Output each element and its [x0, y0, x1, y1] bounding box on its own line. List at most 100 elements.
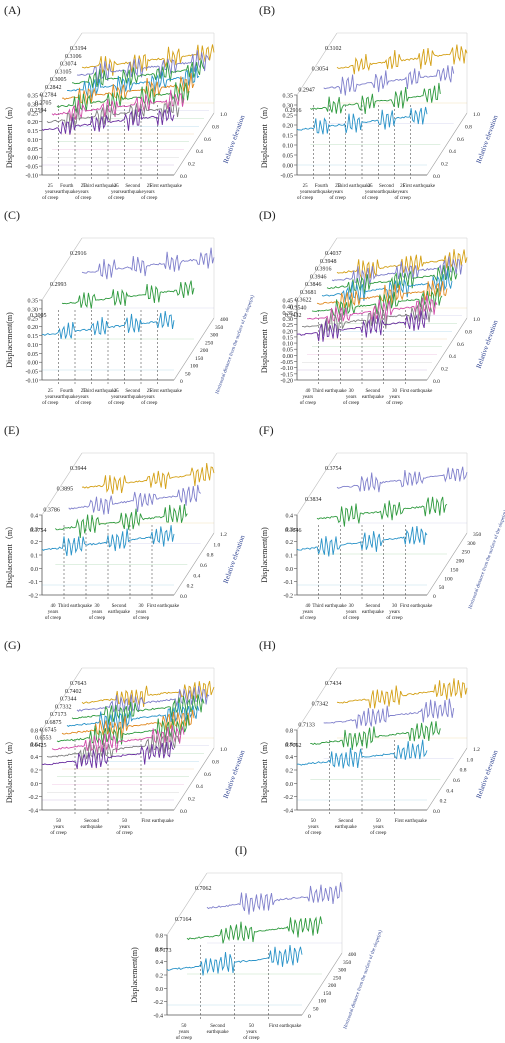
- depth-back-line: [41, 452, 83, 516]
- stage-label: 50 years of creep: [50, 819, 67, 836]
- stage-label-line: of creep: [300, 401, 317, 406]
- stage-label: 50 years of creep: [305, 819, 322, 836]
- stage-label-line: years: [346, 610, 357, 615]
- peak-label: 0.6553: [35, 735, 52, 741]
- stage-label-line: 25: [147, 184, 153, 189]
- stage-label-line: earthquake: [122, 190, 145, 195]
- stage-label-line: 25: [114, 389, 120, 394]
- stage-label-line: First earthquake: [400, 604, 433, 609]
- stage-label-line: of creep: [108, 401, 125, 406]
- y-tick-label: 0.20: [283, 329, 294, 335]
- z-tick-label: 0.8: [465, 329, 472, 335]
- depth-axis-line: [426, 747, 468, 811]
- z-tick-label: 400: [220, 317, 229, 323]
- peak-label: 0.7173: [50, 712, 67, 718]
- series-line: [323, 698, 455, 729]
- peak-label: 0.3105: [55, 69, 72, 75]
- z-tick-label: 0.0: [180, 809, 187, 815]
- stage-label: 25 years of creep: [75, 389, 92, 406]
- peak-label: 0.7062: [285, 743, 302, 749]
- stage-label-line: 50: [311, 819, 317, 824]
- y-tick-label: -0.10: [26, 174, 39, 180]
- stage-label-line: of creep: [42, 196, 59, 201]
- stage-label-line: earthquake: [56, 395, 79, 400]
- series-line: [296, 310, 428, 342]
- y-tick-label: 0.05: [283, 348, 294, 354]
- series-line: [61, 73, 195, 106]
- series-line: [41, 107, 175, 135]
- y-tick-label: -0.4: [154, 1014, 164, 1020]
- y-tick-label: 0.0: [156, 987, 164, 993]
- series-line: [326, 265, 458, 295]
- series-line: [166, 945, 303, 976]
- y-axis-label: Displacement（m）: [5, 737, 14, 803]
- z-tick-label: 1.0: [220, 747, 227, 753]
- stage-label-line: Fourth: [315, 184, 329, 189]
- y-tick-label: 0.6: [286, 742, 294, 748]
- z-tick-label: 0.2: [188, 162, 195, 168]
- stage-label-line: years: [111, 395, 122, 400]
- y-tick-label: 0.30: [283, 317, 294, 323]
- stage-label-line: Third earthquake: [58, 604, 93, 609]
- z-tick-label: 0.6: [457, 342, 464, 348]
- depth-back-line: [296, 667, 338, 731]
- y-tick-label: 0.05: [28, 147, 39, 153]
- peak-label: 0.3074: [60, 62, 77, 68]
- chart-panel-9: (I) 0.8 0.6 0.4 0.2 0.0 -0.2 -0.4 Displacement(m…: [130, 843, 384, 1041]
- stage-label-line: years: [389, 395, 400, 400]
- stage-label-line: of creep: [141, 196, 158, 201]
- y-tick-label: 0.20: [283, 124, 294, 130]
- peak-label: 0.3106: [65, 54, 82, 60]
- stage-label-line: years: [397, 190, 408, 195]
- peak-label: 0.7332: [55, 704, 72, 710]
- stage-label-line: years: [53, 825, 64, 830]
- stage-label: Second earthquake: [375, 184, 398, 195]
- stage-label-line: First earthquake: [150, 184, 183, 189]
- stage-label: Second earthquake: [122, 184, 145, 195]
- stage-label-line: years: [45, 395, 56, 400]
- series-line: [310, 721, 441, 750]
- stage-label-line: First earthquake: [141, 819, 174, 824]
- stage-label-line: of creep: [343, 401, 360, 406]
- depth-axis-line: [173, 317, 215, 381]
- y-tick-label: 0.15: [283, 134, 294, 140]
- peak-label: 0.3916: [315, 267, 332, 273]
- z-axis-label: Relative elevation: [475, 114, 500, 165]
- y-tick-label: 0.4: [286, 514, 294, 520]
- y-tick-label: 0.2: [31, 769, 39, 775]
- depth-back-line: [41, 32, 83, 96]
- peak-label: 0.3846: [305, 282, 322, 288]
- stage-label-line: of creep: [243, 1036, 260, 1041]
- stage-label: 50 years of creep: [176, 1024, 193, 1041]
- z-tick-label: 0.0: [433, 809, 440, 815]
- stage-label-line: years: [45, 190, 56, 195]
- series-line: [336, 249, 468, 279]
- stage-label-line: of creep: [343, 616, 360, 621]
- stage-label: 25 years of creep: [108, 184, 125, 201]
- peak-label: 0.6425: [30, 743, 47, 749]
- z-tick-label: 0.0: [180, 594, 187, 600]
- series-line: [61, 709, 195, 739]
- depth-axis-line: [173, 747, 215, 811]
- stage-label-line: First earthquake: [403, 184, 436, 189]
- panel-label: (E): [4, 423, 19, 437]
- stage-label: First earthquake: [400, 604, 433, 609]
- peak-label: 0.3946: [310, 274, 327, 280]
- stage-label: Second earthquake: [362, 604, 385, 615]
- z-axis-label: Relative elevation: [222, 534, 247, 585]
- series-line: [71, 59, 205, 88]
- peak-label: 0.7643: [70, 681, 87, 687]
- z-tick-label: 0.4: [196, 149, 203, 155]
- series-line: [66, 65, 200, 100]
- stage-label-line: 25: [335, 184, 341, 189]
- y-tick-label: 0.2: [286, 769, 294, 775]
- stage-label-line: earthquake: [310, 190, 333, 195]
- peak-label: 0.3895: [57, 487, 74, 493]
- y-tick-label: 0.35: [283, 94, 294, 100]
- stage-label-line: of creep: [45, 616, 62, 621]
- y-tick-label: 0.05: [283, 154, 294, 160]
- stage-label: 30 years of creep: [343, 604, 360, 621]
- stage-label-line: Second: [338, 819, 353, 824]
- stage-label: Third earthquake: [337, 184, 372, 189]
